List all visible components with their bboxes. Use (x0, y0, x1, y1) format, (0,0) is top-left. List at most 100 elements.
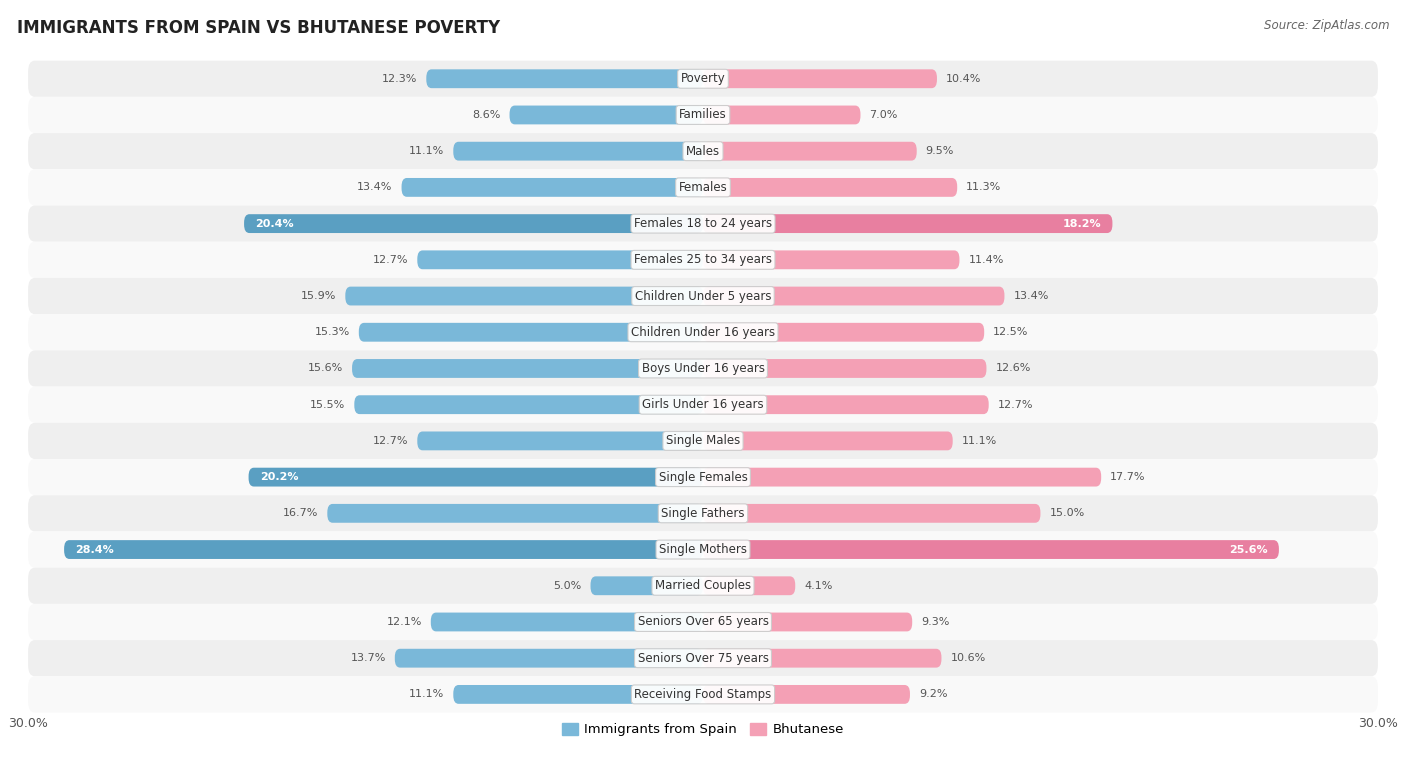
FancyBboxPatch shape (703, 215, 1112, 233)
FancyBboxPatch shape (28, 278, 1378, 314)
FancyBboxPatch shape (28, 604, 1378, 640)
FancyBboxPatch shape (28, 61, 1378, 97)
Text: 25.6%: 25.6% (1229, 544, 1268, 555)
FancyBboxPatch shape (28, 205, 1378, 242)
FancyBboxPatch shape (703, 431, 953, 450)
FancyBboxPatch shape (28, 133, 1378, 169)
Text: 11.4%: 11.4% (969, 255, 1004, 265)
Text: 11.1%: 11.1% (409, 690, 444, 700)
FancyBboxPatch shape (703, 468, 1101, 487)
Text: Boys Under 16 years: Boys Under 16 years (641, 362, 765, 375)
FancyBboxPatch shape (249, 468, 703, 487)
Text: 12.3%: 12.3% (382, 74, 418, 83)
Text: Single Fathers: Single Fathers (661, 507, 745, 520)
Text: 12.1%: 12.1% (387, 617, 422, 627)
Text: 5.0%: 5.0% (554, 581, 582, 590)
Text: 11.3%: 11.3% (966, 183, 1001, 193)
Text: 12.5%: 12.5% (993, 327, 1029, 337)
Text: Receiving Food Stamps: Receiving Food Stamps (634, 688, 772, 701)
Text: 12.7%: 12.7% (373, 436, 408, 446)
FancyBboxPatch shape (28, 387, 1378, 423)
FancyBboxPatch shape (346, 287, 703, 305)
FancyBboxPatch shape (28, 350, 1378, 387)
FancyBboxPatch shape (703, 504, 1040, 523)
Text: 10.6%: 10.6% (950, 653, 986, 663)
Text: Single Males: Single Males (666, 434, 740, 447)
Text: 15.6%: 15.6% (308, 364, 343, 374)
FancyBboxPatch shape (28, 97, 1378, 133)
Text: 15.5%: 15.5% (311, 399, 346, 409)
FancyBboxPatch shape (703, 287, 1004, 305)
FancyBboxPatch shape (328, 504, 703, 523)
Text: 13.7%: 13.7% (350, 653, 385, 663)
FancyBboxPatch shape (703, 649, 942, 668)
Text: 15.0%: 15.0% (1049, 509, 1084, 518)
FancyBboxPatch shape (354, 395, 703, 414)
FancyBboxPatch shape (28, 531, 1378, 568)
Text: 20.4%: 20.4% (256, 218, 294, 229)
Text: Source: ZipAtlas.com: Source: ZipAtlas.com (1264, 19, 1389, 32)
FancyBboxPatch shape (418, 431, 703, 450)
Text: Children Under 5 years: Children Under 5 years (634, 290, 772, 302)
FancyBboxPatch shape (65, 540, 703, 559)
FancyBboxPatch shape (28, 640, 1378, 676)
Text: 12.6%: 12.6% (995, 364, 1031, 374)
Text: Single Females: Single Females (658, 471, 748, 484)
Text: 11.1%: 11.1% (962, 436, 997, 446)
FancyBboxPatch shape (395, 649, 703, 668)
Text: 28.4%: 28.4% (76, 544, 114, 555)
Text: 12.7%: 12.7% (373, 255, 408, 265)
Text: Married Couples: Married Couples (655, 579, 751, 592)
Text: 13.4%: 13.4% (357, 183, 392, 193)
FancyBboxPatch shape (28, 169, 1378, 205)
Text: 8.6%: 8.6% (472, 110, 501, 120)
FancyBboxPatch shape (453, 142, 703, 161)
FancyBboxPatch shape (245, 215, 703, 233)
Text: 11.1%: 11.1% (409, 146, 444, 156)
Legend: Immigrants from Spain, Bhutanese: Immigrants from Spain, Bhutanese (557, 718, 849, 742)
FancyBboxPatch shape (28, 676, 1378, 713)
Text: Poverty: Poverty (681, 72, 725, 85)
FancyBboxPatch shape (591, 576, 703, 595)
FancyBboxPatch shape (453, 685, 703, 704)
FancyBboxPatch shape (703, 612, 912, 631)
FancyBboxPatch shape (28, 459, 1378, 495)
Text: 17.7%: 17.7% (1111, 472, 1146, 482)
FancyBboxPatch shape (28, 423, 1378, 459)
Text: 18.2%: 18.2% (1063, 218, 1101, 229)
Text: Families: Families (679, 108, 727, 121)
FancyBboxPatch shape (703, 685, 910, 704)
FancyBboxPatch shape (418, 250, 703, 269)
Text: Males: Males (686, 145, 720, 158)
FancyBboxPatch shape (430, 612, 703, 631)
FancyBboxPatch shape (703, 576, 796, 595)
FancyBboxPatch shape (703, 359, 987, 378)
FancyBboxPatch shape (28, 568, 1378, 604)
FancyBboxPatch shape (426, 69, 703, 88)
FancyBboxPatch shape (703, 178, 957, 197)
FancyBboxPatch shape (703, 250, 959, 269)
Text: 12.7%: 12.7% (998, 399, 1033, 409)
Text: Seniors Over 65 years: Seniors Over 65 years (637, 615, 769, 628)
FancyBboxPatch shape (703, 323, 984, 342)
FancyBboxPatch shape (703, 395, 988, 414)
Text: Seniors Over 75 years: Seniors Over 75 years (637, 652, 769, 665)
Text: 16.7%: 16.7% (283, 509, 318, 518)
FancyBboxPatch shape (703, 540, 1279, 559)
Text: 10.4%: 10.4% (946, 74, 981, 83)
Text: 7.0%: 7.0% (869, 110, 898, 120)
Text: IMMIGRANTS FROM SPAIN VS BHUTANESE POVERTY: IMMIGRANTS FROM SPAIN VS BHUTANESE POVER… (17, 19, 501, 37)
Text: Single Mothers: Single Mothers (659, 543, 747, 556)
Text: 15.3%: 15.3% (315, 327, 350, 337)
FancyBboxPatch shape (359, 323, 703, 342)
FancyBboxPatch shape (28, 314, 1378, 350)
FancyBboxPatch shape (509, 105, 703, 124)
Text: Females 25 to 34 years: Females 25 to 34 years (634, 253, 772, 266)
Text: 9.5%: 9.5% (925, 146, 955, 156)
FancyBboxPatch shape (28, 495, 1378, 531)
Text: 20.2%: 20.2% (260, 472, 298, 482)
Text: 9.2%: 9.2% (920, 690, 948, 700)
Text: Females 18 to 24 years: Females 18 to 24 years (634, 217, 772, 230)
FancyBboxPatch shape (703, 142, 917, 161)
Text: Girls Under 16 years: Girls Under 16 years (643, 398, 763, 411)
